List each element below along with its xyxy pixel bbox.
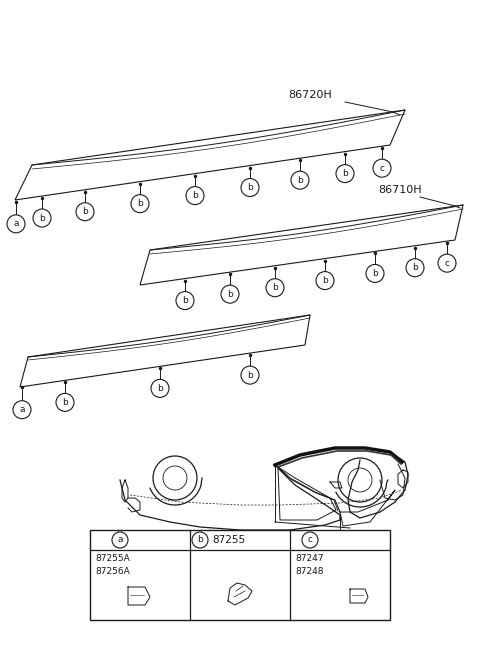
- Text: 87255: 87255: [212, 535, 245, 545]
- Text: 87255A
87256A: 87255A 87256A: [95, 554, 130, 576]
- Circle shape: [373, 159, 391, 177]
- Text: 87247
87248: 87247 87248: [295, 554, 324, 576]
- Circle shape: [241, 179, 259, 196]
- Circle shape: [291, 171, 309, 189]
- Polygon shape: [15, 110, 405, 200]
- Text: b: b: [82, 207, 88, 216]
- Text: b: b: [322, 276, 328, 285]
- Circle shape: [316, 272, 334, 290]
- Text: b: b: [412, 263, 418, 272]
- Polygon shape: [20, 315, 310, 387]
- Text: b: b: [137, 199, 143, 208]
- Circle shape: [33, 209, 51, 227]
- Text: 86720H: 86720H: [288, 90, 332, 100]
- Text: b: b: [227, 290, 233, 299]
- Text: b: b: [247, 371, 253, 380]
- Text: b: b: [342, 169, 348, 178]
- Text: b: b: [272, 283, 278, 292]
- Circle shape: [7, 215, 25, 233]
- Text: a: a: [13, 219, 19, 229]
- Text: a: a: [19, 405, 25, 414]
- Text: a: a: [117, 536, 123, 544]
- Text: b: b: [247, 183, 253, 192]
- Circle shape: [56, 394, 74, 411]
- Circle shape: [131, 195, 149, 213]
- Text: b: b: [62, 398, 68, 407]
- Circle shape: [151, 379, 169, 398]
- Circle shape: [76, 203, 94, 221]
- Circle shape: [406, 259, 424, 276]
- Circle shape: [366, 265, 384, 282]
- Circle shape: [13, 401, 31, 419]
- Circle shape: [112, 532, 128, 548]
- Circle shape: [438, 254, 456, 272]
- Bar: [90, 530, 390, 620]
- Text: b: b: [182, 296, 188, 305]
- Text: c: c: [444, 259, 449, 268]
- Text: b: b: [197, 536, 203, 544]
- Circle shape: [192, 532, 208, 548]
- Text: b: b: [157, 384, 163, 393]
- Circle shape: [266, 279, 284, 297]
- Text: b: b: [192, 191, 198, 200]
- Text: b: b: [372, 269, 378, 278]
- Text: b: b: [39, 214, 45, 223]
- Circle shape: [302, 532, 318, 548]
- Text: 86710H: 86710H: [378, 185, 422, 195]
- Circle shape: [241, 366, 259, 384]
- Text: c: c: [308, 536, 312, 544]
- Circle shape: [336, 164, 354, 183]
- Circle shape: [176, 291, 194, 310]
- Polygon shape: [140, 205, 463, 285]
- Circle shape: [186, 187, 204, 204]
- Text: b: b: [297, 176, 303, 185]
- Circle shape: [221, 285, 239, 303]
- Text: c: c: [380, 164, 384, 173]
